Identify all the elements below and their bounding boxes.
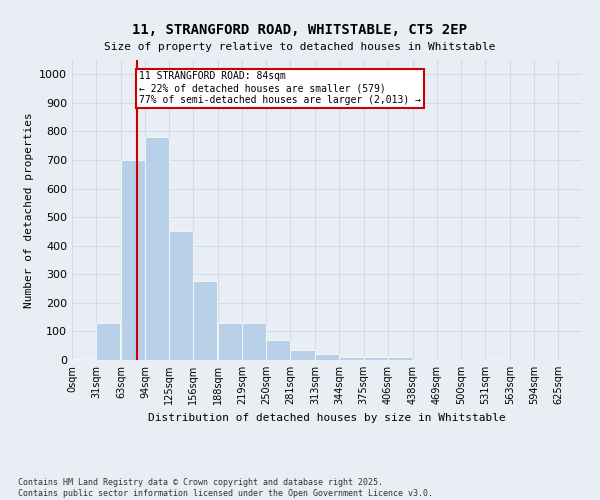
Bar	[121, 160, 145, 360]
Bar	[364, 357, 388, 360]
Bar	[242, 323, 266, 360]
Bar	[96, 324, 120, 360]
Bar	[316, 354, 340, 360]
Bar	[340, 357, 364, 360]
Bar	[218, 323, 242, 360]
Bar	[145, 137, 169, 360]
Bar	[193, 282, 217, 360]
Bar	[266, 340, 290, 360]
X-axis label: Distribution of detached houses by size in Whitstable: Distribution of detached houses by size …	[148, 412, 506, 422]
Bar	[290, 350, 314, 360]
Y-axis label: Number of detached properties: Number of detached properties	[23, 112, 34, 308]
Text: 11 STRANGFORD ROAD: 84sqm
← 22% of detached houses are smaller (579)
77% of semi: 11 STRANGFORD ROAD: 84sqm ← 22% of detac…	[139, 72, 421, 104]
Text: Size of property relative to detached houses in Whitstable: Size of property relative to detached ho…	[104, 42, 496, 52]
Bar	[485, 358, 509, 360]
Bar	[72, 358, 96, 360]
Bar	[388, 357, 412, 360]
Bar	[169, 232, 193, 360]
Text: 11, STRANGFORD ROAD, WHITSTABLE, CT5 2EP: 11, STRANGFORD ROAD, WHITSTABLE, CT5 2EP	[133, 22, 467, 36]
Text: Contains HM Land Registry data © Crown copyright and database right 2025.
Contai: Contains HM Land Registry data © Crown c…	[18, 478, 433, 498]
